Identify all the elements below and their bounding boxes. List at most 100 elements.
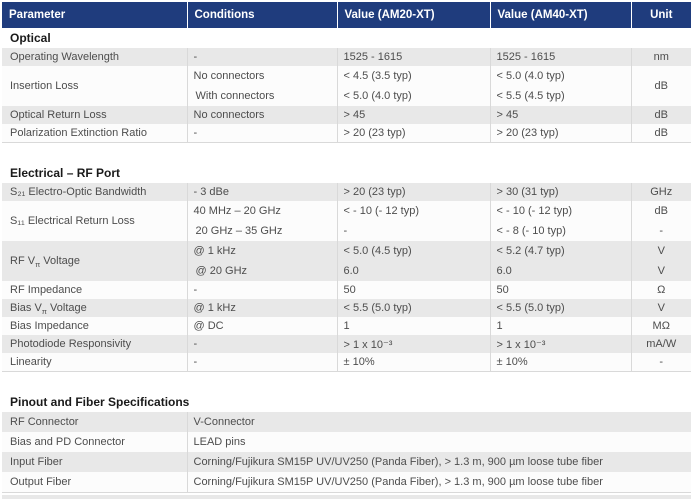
parameter-cell: Polarization Extinction Ratio	[2, 124, 187, 143]
unit-cell: nm	[630, 48, 691, 66]
am40-value-cell: < - 10 (- 12 typ)	[489, 201, 631, 221]
parameter-cell: Bias and PD Connector	[2, 432, 187, 452]
unit-cell: MΩ	[630, 317, 691, 335]
condition-cell: @ DC	[186, 317, 337, 335]
table-row: Optical Return Loss No connectors > 45 > 45…	[2, 106, 691, 124]
unit-cell: GHz	[630, 183, 691, 201]
parameter-cell: Optical Return Loss	[2, 106, 187, 124]
section-title-row: Electrical – RF Port	[2, 163, 691, 183]
value-cell: Corning/Fujikura SM15P UV/UV250 (Panda F…	[186, 472, 691, 493]
parameter-cell: RF Vπ Voltage	[2, 241, 187, 281]
parameter-cell: Operating Wavelength	[2, 48, 187, 66]
section-gap	[2, 142, 691, 163]
am20-value-cell: 6.0	[336, 261, 490, 281]
am40-value-cell: > 45	[489, 106, 631, 124]
am20-value-cell: -	[336, 221, 490, 241]
am40-value-cell: 1	[489, 317, 631, 335]
condition-cell: 20 GHz – 35 GHz	[186, 221, 337, 241]
parameter-cell: Bias Vπ Voltage	[2, 299, 187, 317]
parameter-cell: S₁₁ Electrical Return Loss	[2, 201, 187, 241]
parameter-cell: RF Impedance	[2, 281, 187, 299]
am40-value-cell: < - 8 (- 10 typ)	[489, 221, 631, 241]
condition-cell: With connectors	[186, 86, 337, 106]
am20-value-cell: 1525 - 1615	[336, 48, 490, 66]
am20-value-cell: < 5.0 (4.0 typ)	[336, 86, 490, 106]
next-table-partial-row	[2, 494, 691, 499]
column-header-value-am20-xt: Value (AM20-XT)	[336, 2, 490, 28]
table-row: Input Fiber Corning/Fujikura SM15P UV/UV2…	[2, 452, 691, 472]
spec-table: Parameter Conditions Value (AM20-XT) Value …	[2, 2, 691, 493]
parameter-cell: Photodiode Responsivity	[2, 335, 187, 353]
column-header-parameter: Parameter	[9, 9, 66, 21]
parameter-cell: Linearity	[2, 353, 187, 372]
table-row: Bias and PD Connector LEAD pins	[2, 432, 691, 452]
unit-cell: dB	[630, 201, 691, 221]
parameter-cell: RF Connector	[2, 412, 187, 432]
am20-value-cell: 50	[336, 281, 490, 299]
table-row: Operating Wavelength -1525 - 1615 1525 - 1…	[2, 48, 691, 66]
condition-cell: - 3 dBe	[186, 183, 337, 201]
am40-value-cell: < 5.2 (4.7 typ)	[489, 241, 631, 261]
table-row: RF Connector V-Connector	[2, 412, 691, 432]
parameter-cell: S₂₁ Electro-Optic Bandwidth	[2, 183, 187, 201]
table-row: Linearity - ± 10% ± 10% -	[2, 353, 691, 372]
condition-cell: -	[186, 353, 337, 372]
table-row: With connectors < 5.0 (4.0 typ) < 5.5 (4.5…	[2, 86, 691, 106]
am20-value-cell: ± 10%	[336, 353, 490, 372]
column-header-conditions: Conditions	[186, 2, 337, 28]
column-header-value-am40-xt: Value (AM40-XT)	[489, 2, 631, 28]
unit-cell: dB	[630, 106, 691, 124]
condition-cell: 40 MHz – 20 GHz	[186, 201, 337, 221]
table-row: Polarization Extinction Ratio - > 20 (23 t…	[2, 124, 691, 143]
column-header-unit: Unit	[630, 2, 691, 28]
am40-value-cell: < 5.0 (4.0 typ)	[489, 66, 631, 86]
table-row: Photodiode Responsivity - > 1 x 10⁻³ > 1 x …	[2, 335, 691, 353]
unit-cell: dB	[630, 66, 691, 106]
am20-value-cell: > 1 x 10⁻³	[336, 335, 490, 353]
parameter-cell: Output Fiber	[2, 472, 187, 493]
am40-value-cell: 1525 - 1615	[489, 48, 631, 66]
am40-value-cell: 6.0	[489, 261, 631, 281]
table-row: @ 20 GHz 6.0 6.0 V	[2, 261, 691, 281]
am20-value-cell: < 5.0 (4.5 typ)	[336, 241, 490, 261]
section-gap-cell	[2, 371, 691, 392]
am20-value-cell: 1	[336, 317, 490, 335]
am20-value-cell: < 4.5 (3.5 typ)	[336, 66, 490, 86]
unit-cell: -	[630, 221, 691, 241]
unit-cell: -	[630, 353, 691, 372]
am40-value-cell: < 5.5 (4.5 typ)	[489, 86, 631, 106]
table-row: Bias Vπ Voltage @ 1 kHz < 5.5 (5.0 typ) < 5…	[2, 299, 691, 317]
section-title-optical: Optical	[2, 28, 691, 48]
unit-cell: dB	[630, 124, 691, 143]
section-title-pinout-and-fiber-specifications: Pinout and Fiber Specifications	[2, 392, 691, 412]
unit-cell: mA/W	[630, 335, 691, 353]
table-row: RF Vπ Voltage @ 1 kHz < 5.0 (4.5 typ) < 5.2…	[2, 241, 691, 281]
table-row: S₂₁ Electro-Optic Bandwidth - 3 dBe > 20 (…	[2, 183, 691, 201]
section-gap	[2, 371, 691, 392]
am20-value-cell: > 20 (23 typ)	[336, 124, 490, 143]
section-title-row: Optical	[2, 28, 691, 48]
unit-cell: Ω	[630, 281, 691, 299]
table-row: RF Impedance -50 50 Ω	[2, 281, 691, 299]
parameter-cell: Insertion Loss	[2, 66, 187, 106]
condition-cell: No connectors	[186, 66, 337, 86]
parameter-cell: Bias Impedance	[2, 317, 187, 335]
am40-value-cell: > 30 (31 typ)	[489, 183, 631, 201]
condition-cell: -	[186, 281, 337, 299]
section-title-row: Pinout and Fiber Specifications	[2, 392, 691, 412]
section-title-electrical-rf-port: Electrical – RF Port	[2, 163, 691, 183]
condition-cell: @ 20 GHz	[186, 261, 337, 281]
table-row: Output Fiber Corning/Fujikura SM15P UV/UV…	[2, 472, 691, 493]
condition-cell: -	[186, 335, 337, 353]
table-row: Bias Impedance @ DC 1 1 MΩ	[2, 317, 691, 335]
am40-value-cell: ± 10%	[489, 353, 631, 372]
condition-cell: No connectors	[186, 106, 337, 124]
table-row: 20 GHz – 35 GHz - < - 8 (- 10 typ) -	[2, 221, 691, 241]
am20-value-cell: < - 10 (- 12 typ)	[336, 201, 490, 221]
table-row: S₁₁ Electrical Return Loss 40 MHz – 20 GH…	[2, 201, 691, 241]
am20-value-cell: > 45	[336, 106, 490, 124]
spec-table-body: Parameter Conditions Value (AM20-XT) Value …	[2, 2, 691, 493]
am40-value-cell: < 5.5 (5.0 typ)	[489, 299, 631, 317]
condition-cell: -	[186, 48, 337, 66]
